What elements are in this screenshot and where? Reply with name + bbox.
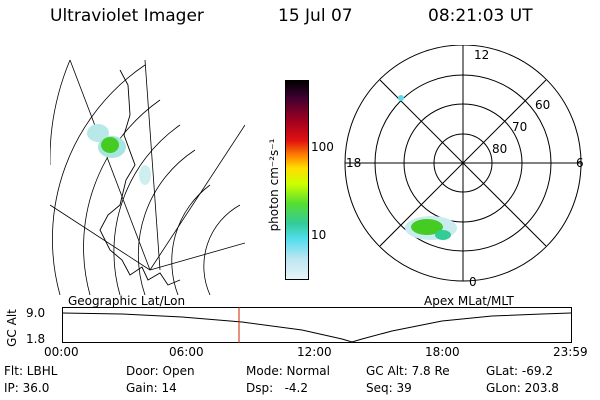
- polar-label-0: 0: [469, 275, 477, 289]
- aurora-core: [101, 137, 119, 153]
- status-ip: IP: 36.0: [4, 381, 50, 395]
- status-door: Door: Open: [126, 364, 195, 378]
- app-title: Ultraviolet Imager: [50, 6, 204, 26]
- colorbar-label: photon cm⁻²s⁻¹: [267, 138, 281, 232]
- polar-label-18: 18: [346, 156, 362, 170]
- status-gc-alt: GC Alt: 7.8 Re: [366, 364, 450, 378]
- status-flt: Flt: LBHL: [4, 364, 58, 378]
- time-label: 08:21:03 UT: [428, 6, 533, 26]
- polar-lat-60: 60: [535, 98, 551, 112]
- colorbar-tick-10: 10: [311, 228, 327, 242]
- status-mode: Mode: Normal: [246, 364, 330, 378]
- polar-aurora-edge: [435, 230, 451, 240]
- date-label: 15 Jul 07: [278, 6, 353, 26]
- timeline-xtick-0000: 00:00: [44, 345, 79, 359]
- polar-aurora-spot: [398, 95, 404, 101]
- polar-lat-70: 70: [512, 120, 528, 134]
- coastline-path: [99, 69, 181, 286]
- polar-plot: [344, 45, 582, 282]
- polar-label-6: 6: [576, 156, 584, 170]
- aurora-glow: [139, 165, 151, 185]
- timeline-ytick-high: 9.0: [26, 306, 46, 320]
- status-glat: GLat: -69.2: [486, 364, 553, 378]
- timeline-ytick-low: 1.8: [26, 332, 46, 346]
- timeline-xtick-1200: 12:00: [297, 345, 332, 359]
- status-seq: Seq: 39: [366, 381, 412, 395]
- timeline-xtick-1800: 18:00: [425, 345, 460, 359]
- geographic-map: [50, 59, 245, 295]
- geo-panel-label: Geographic Lat/Lon: [68, 294, 186, 308]
- timeline-chart: [62, 307, 572, 343]
- timeline-xtick-0600: 06:00: [169, 345, 204, 359]
- altitude-curve: [62, 312, 572, 343]
- status-glon: GLon: 203.8: [486, 381, 559, 395]
- polar-lat-80: 80: [492, 142, 508, 156]
- apex-panel-label: Apex MLat/MLT: [424, 294, 514, 308]
- polar-aurora-core: [411, 219, 443, 235]
- status-dsp: Dsp: -4.2: [246, 381, 309, 395]
- timeline-xtick-2359: 23:59: [553, 345, 588, 359]
- status-gain: Gain: 14: [126, 381, 177, 395]
- colorbar-tick-100: 100: [311, 140, 334, 154]
- aurora-glow: [87, 124, 109, 142]
- timeline-axis-label: GC Alt: [5, 309, 19, 347]
- polar-label-12: 12: [474, 48, 490, 62]
- colorbar: [285, 80, 309, 280]
